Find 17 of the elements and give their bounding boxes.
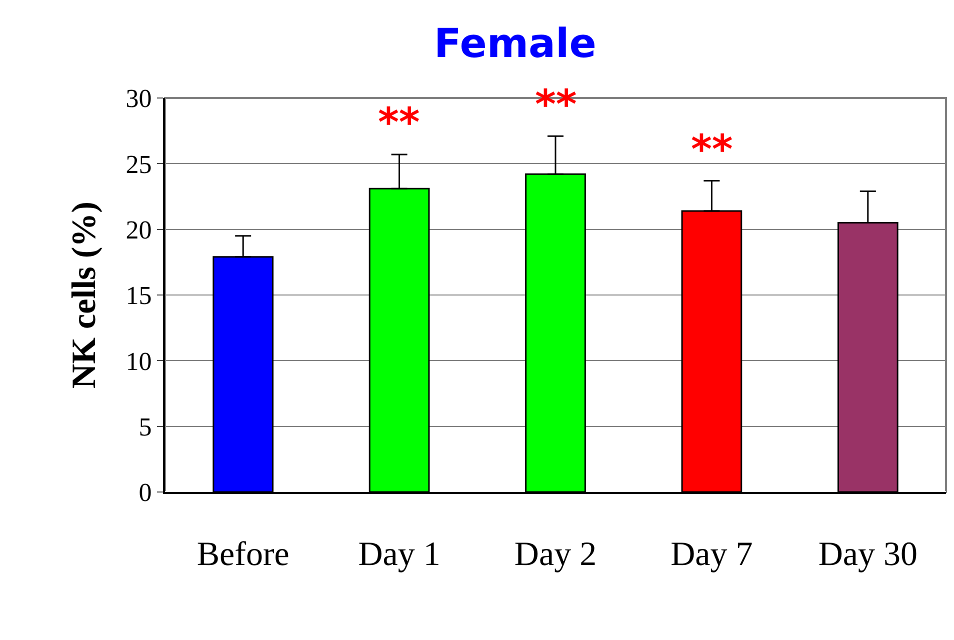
annotation: ** (535, 82, 577, 128)
x-tick-label: Day 7 (670, 536, 753, 573)
y-axis-title: NK cells (%) (66, 202, 103, 388)
y-tick-label: 5 (138, 412, 152, 442)
chart-title: Female (434, 20, 596, 67)
y-tick-label: 15 (126, 281, 152, 310)
x-tick-label: Day 2 (514, 536, 597, 573)
x-tick-label: Before (196, 536, 290, 573)
y-tick-label: 30 (126, 84, 152, 114)
y-tick-label: 0 (138, 478, 152, 508)
y-tick-label: 10 (126, 346, 152, 376)
annotation: ** (691, 127, 733, 173)
annotation: ** (378, 100, 420, 146)
x-tick-label: Day 1 (358, 536, 440, 573)
x-tick-label: Day 30 (818, 536, 918, 573)
y-tick-label: 20 (126, 215, 152, 244)
y-tick-label: 25 (126, 150, 152, 179)
